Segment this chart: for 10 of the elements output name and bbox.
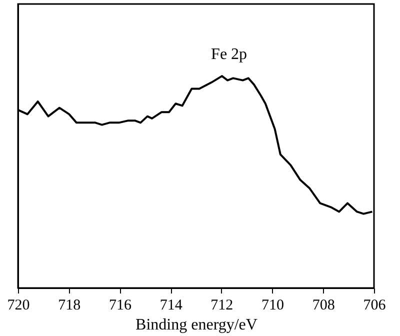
x-tick-label: 708 [312, 298, 335, 314]
x-tick-label: 718 [58, 298, 81, 314]
x-tick-label: 714 [160, 298, 183, 314]
x-tick-label: 720 [7, 298, 30, 314]
x-axis-title: Binding energy/eV [136, 316, 258, 334]
x-tick-label: 706 [363, 298, 386, 314]
annotation: Fe 2p [211, 46, 248, 64]
x-tick-label: 710 [262, 298, 284, 314]
x-tick-label: 716 [108, 298, 132, 314]
x-tick-label: 712 [210, 298, 234, 314]
